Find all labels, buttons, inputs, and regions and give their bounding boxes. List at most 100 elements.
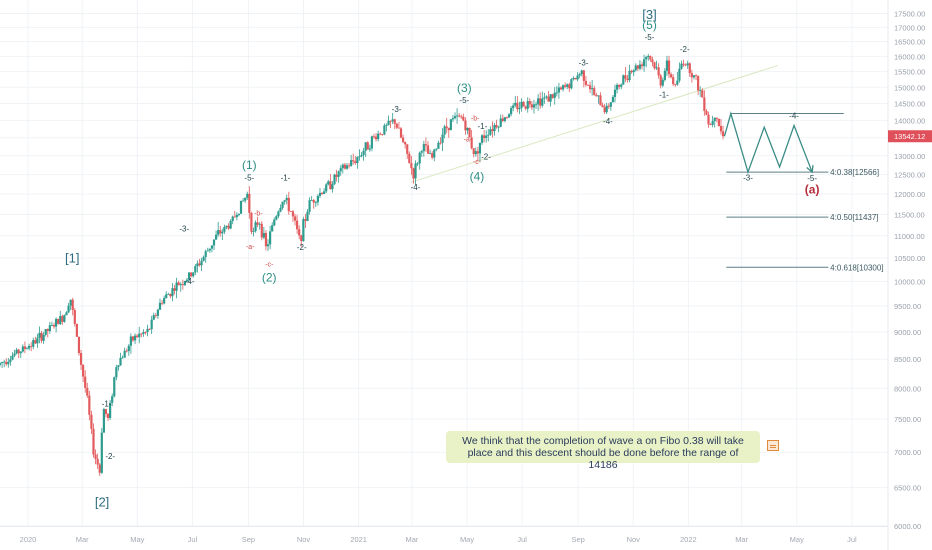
candle-body (3, 361, 6, 363)
candle-body (148, 328, 151, 330)
wave-label: [1] (65, 251, 79, 266)
candle-body (497, 126, 500, 128)
candle-body (597, 95, 600, 97)
fib-levels: 4:0.38[12566] 4:0.50[11437] 4:0.618[10300] (726, 113, 884, 272)
note-icon[interactable] (767, 440, 779, 451)
candle-body (568, 84, 571, 89)
candle-body (30, 345, 33, 347)
price-tick-label: 11000.00 (894, 232, 925, 241)
candle-body (684, 64, 687, 66)
candle-body (73, 310, 76, 324)
candle-body (576, 75, 579, 80)
candle-body (212, 239, 216, 246)
candle-body (559, 87, 563, 90)
candle-body (86, 387, 89, 396)
wave-label: (1) (242, 158, 257, 172)
candle-body (713, 117, 716, 122)
candle-body (96, 458, 99, 465)
candle-body (318, 192, 322, 196)
candle-body (564, 85, 567, 87)
candle-body (640, 64, 644, 67)
price-tick-label: 15500.00 (894, 68, 925, 77)
wave-label: -3- (579, 58, 589, 67)
candle-body (256, 222, 259, 225)
candle-body (17, 349, 20, 354)
trend-line (410, 64, 778, 183)
candle-body (499, 118, 502, 127)
candle-body (102, 409, 105, 433)
candle-body (262, 232, 265, 238)
candle-body (252, 231, 255, 232)
candle-body (352, 160, 355, 162)
candle-body (422, 144, 425, 152)
candle-body (601, 105, 604, 108)
price-tick-label: 7000.00 (894, 448, 921, 457)
price-tick-label: 15000.00 (894, 83, 925, 92)
candle-body (260, 223, 263, 238)
candle-body (493, 125, 496, 132)
analysis-note[interactable]: We think that the completion of wave a o… (446, 431, 760, 471)
time-tick-label: Jul (517, 535, 527, 544)
candle-body (339, 168, 342, 172)
candle-body (605, 105, 608, 113)
candle-body (59, 316, 62, 325)
candle-body (308, 200, 311, 212)
candle-body (613, 89, 617, 97)
wave-label: -b- (254, 210, 263, 217)
candle-body (289, 211, 292, 212)
candle-body (300, 235, 303, 242)
time-tick-label: Mar (405, 535, 418, 544)
candle-body (545, 96, 548, 98)
candle-body (264, 232, 268, 247)
candle-body (269, 231, 272, 245)
candle-body (250, 212, 253, 232)
candle-body (229, 221, 232, 229)
time-tick-label: Sep (571, 535, 584, 544)
candle-body (54, 318, 58, 327)
candle-body (676, 80, 679, 85)
price-tick-label: 16000.00 (894, 52, 925, 61)
wave-label: -3- (179, 224, 189, 233)
candle-body (414, 163, 417, 179)
candle-body (489, 129, 492, 135)
candle-body (5, 361, 8, 365)
candle-body (408, 153, 411, 164)
candle-body (433, 149, 436, 158)
candle-body (115, 367, 118, 378)
candle-body (179, 284, 182, 286)
candle-body (416, 163, 419, 165)
candle-body (173, 288, 176, 291)
candle-body (296, 220, 299, 230)
candle-body (187, 272, 191, 280)
candle-body (472, 148, 475, 155)
candle-body (532, 104, 536, 108)
candle-body (140, 333, 143, 335)
candle-body (44, 328, 47, 335)
candle-body (208, 248, 211, 251)
fib-level-label: 4:0.38[12566] (830, 168, 879, 177)
candle-body (624, 75, 627, 79)
candle-body (630, 70, 633, 73)
candle-body (480, 135, 484, 143)
wave-label: (a) (805, 182, 820, 196)
candle-body (420, 151, 423, 153)
price-tick-label: 9000.00 (894, 328, 921, 337)
candle-body (591, 88, 594, 90)
candle-body (537, 98, 540, 105)
candle-body (476, 151, 479, 154)
candle-body (586, 84, 590, 86)
candle-body (657, 67, 660, 76)
candle-body (9, 359, 12, 362)
wave-label: (2) (262, 270, 277, 284)
candle-body (302, 219, 305, 242)
candle-body (406, 144, 409, 154)
candle-body (104, 409, 108, 414)
wave-label: -1- (478, 122, 488, 131)
candle-body (19, 351, 22, 354)
candle-body (82, 364, 85, 377)
candle-body (154, 315, 157, 316)
candle-body (123, 350, 126, 358)
candle-body (84, 376, 87, 388)
candle-body (636, 65, 639, 69)
